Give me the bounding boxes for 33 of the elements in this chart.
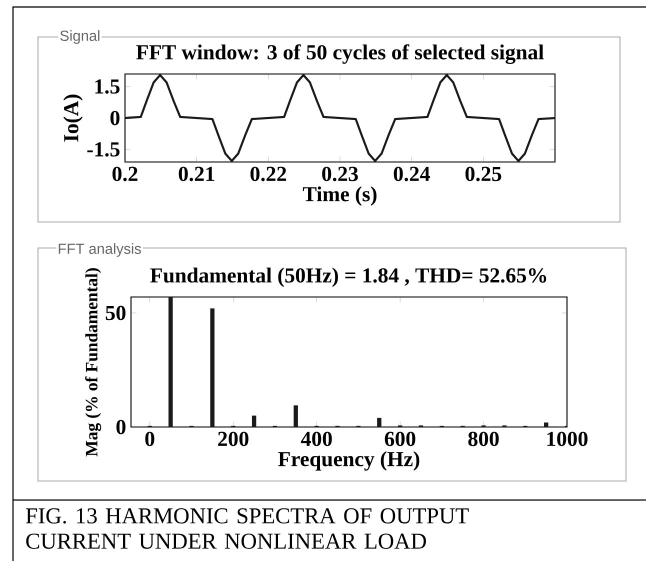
bar: [252, 416, 256, 428]
x-tick-label: 0.2: [112, 166, 138, 182]
x-tick-label: 0.23: [322, 166, 358, 182]
chart-title: Signal: [60, 30, 100, 44]
chart-title: FFT analysis: [58, 243, 141, 257]
y-axis-title: Mag (% of Fundamental): [85, 268, 102, 456]
y-tick-label: -1.5: [87, 142, 120, 157]
caption: FIG. 13 HARMONIC SPECTRA OF OUTPUT CURRENT UNDER NONLINEAR LOAD: [26, 508, 469, 549]
bar: [168, 297, 173, 428]
bar: [544, 422, 548, 428]
x-axis-title: Frequency (Hz): [278, 451, 420, 471]
x-tick-label: 600: [384, 432, 416, 446]
x-axis-title: Time (s): [302, 186, 376, 206]
chart-subtitle: Fundamental (50Hz) = 1.84 , THD= 52.65%: [150, 268, 546, 287]
x-tick-label: 0.22: [250, 166, 286, 182]
bar: [294, 405, 298, 428]
x-tick-label: 0: [145, 432, 154, 446]
bar: [210, 308, 214, 428]
x-tick-label: 0.21: [178, 166, 214, 182]
y-tick-label: 50: [106, 306, 126, 320]
y-tick-label: 0: [110, 110, 120, 126]
x-tick-label: 800: [468, 432, 499, 446]
x-tick-label: 0.24: [394, 166, 430, 182]
y-tick-label: 1.5: [95, 79, 120, 94]
x-tick-label: 1000: [547, 432, 588, 446]
x-tick-label: 400: [300, 432, 332, 446]
x-tick-label: 0.25: [465, 166, 502, 182]
x-tick-label: 200: [218, 432, 248, 446]
chart-subtitle: FFT window: 3 of 50 cycles of selected signal: [136, 44, 544, 64]
y-axis-title: Io(A): [63, 94, 83, 142]
line-series: [125, 74, 555, 162]
y-tick-label: 0: [116, 420, 126, 434]
bar: [377, 418, 382, 428]
